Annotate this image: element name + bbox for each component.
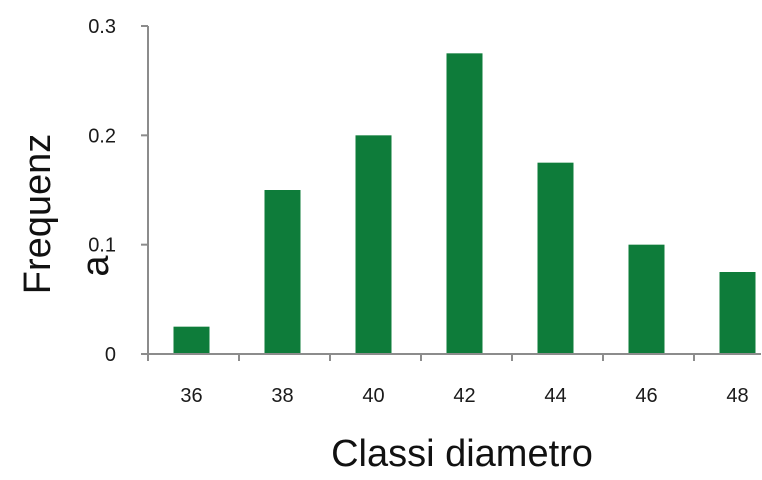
x-axis-title: Classi diametro [331, 433, 593, 475]
y-tick-label: 0 [105, 344, 116, 366]
bar-36 [173, 326, 210, 354]
bars-group [173, 53, 756, 354]
y-ticks-group: 0 0.1 0.2 0.3 [88, 16, 148, 366]
x-tick-label: 48 [726, 385, 748, 407]
x-tick-label: 40 [362, 385, 384, 407]
bar-40 [355, 135, 392, 354]
bar-46 [628, 244, 665, 354]
x-tick-label: 46 [635, 385, 657, 407]
x-tick-label: 42 [453, 385, 475, 407]
x-tick-label: 38 [271, 385, 293, 407]
axes-group [147, 26, 761, 355]
y-tick-label: 0.1 [88, 235, 116, 257]
y-tick-label: 0.3 [88, 16, 116, 38]
y-tick-label: 0.2 [88, 125, 116, 147]
bar-48 [719, 272, 756, 354]
y-axis-title-line-1: Frequenz [17, 134, 59, 295]
bar-38 [264, 190, 301, 354]
x-ticks-group: 36 38 40 42 44 46 48 [147, 354, 749, 407]
bar-42 [446, 53, 483, 354]
y-axis-title-line-2: a [75, 255, 117, 277]
bar-44 [537, 162, 574, 354]
y-axis-title: Frequenz a [17, 134, 117, 295]
x-tick-label: 36 [180, 385, 202, 407]
x-tick-label: 44 [544, 385, 566, 407]
